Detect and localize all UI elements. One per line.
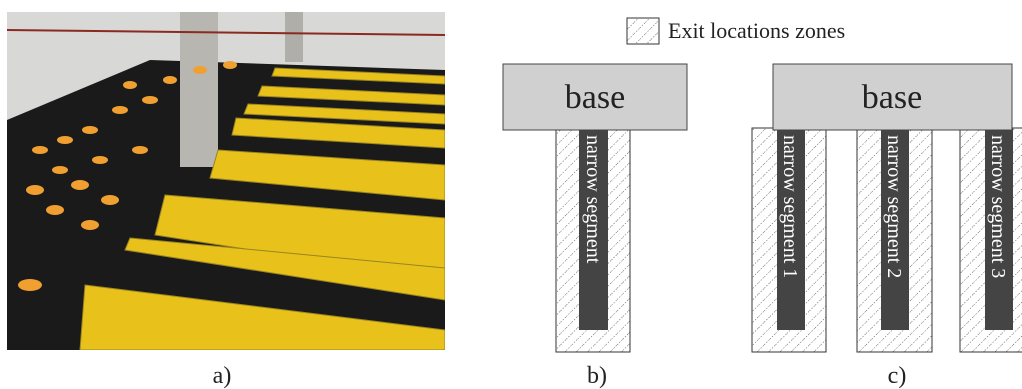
segment-text: narrow segment bbox=[582, 135, 604, 264]
segment-text: narrow segment 3 bbox=[987, 135, 1009, 278]
segment-text: narrow segment 2 bbox=[883, 135, 905, 278]
panel-label: b) bbox=[587, 363, 607, 389]
base-text: base bbox=[862, 79, 922, 116]
segment-text: narrow segment 1 bbox=[779, 135, 801, 278]
figure: a) Exit locations zones base narrow segm… bbox=[0, 0, 1022, 389]
base-text: base bbox=[565, 79, 625, 116]
legend-text: Exit locations zones bbox=[668, 18, 845, 43]
panel-label: c) bbox=[888, 363, 907, 389]
warehouse-photo bbox=[7, 12, 445, 350]
legend-swatch bbox=[627, 18, 659, 44]
panel-label: a) bbox=[213, 363, 232, 389]
panel-c: base narrow segment 1 narrow segment 2 n… bbox=[752, 64, 1022, 352]
panel-b: base narrow segment bbox=[503, 64, 687, 352]
